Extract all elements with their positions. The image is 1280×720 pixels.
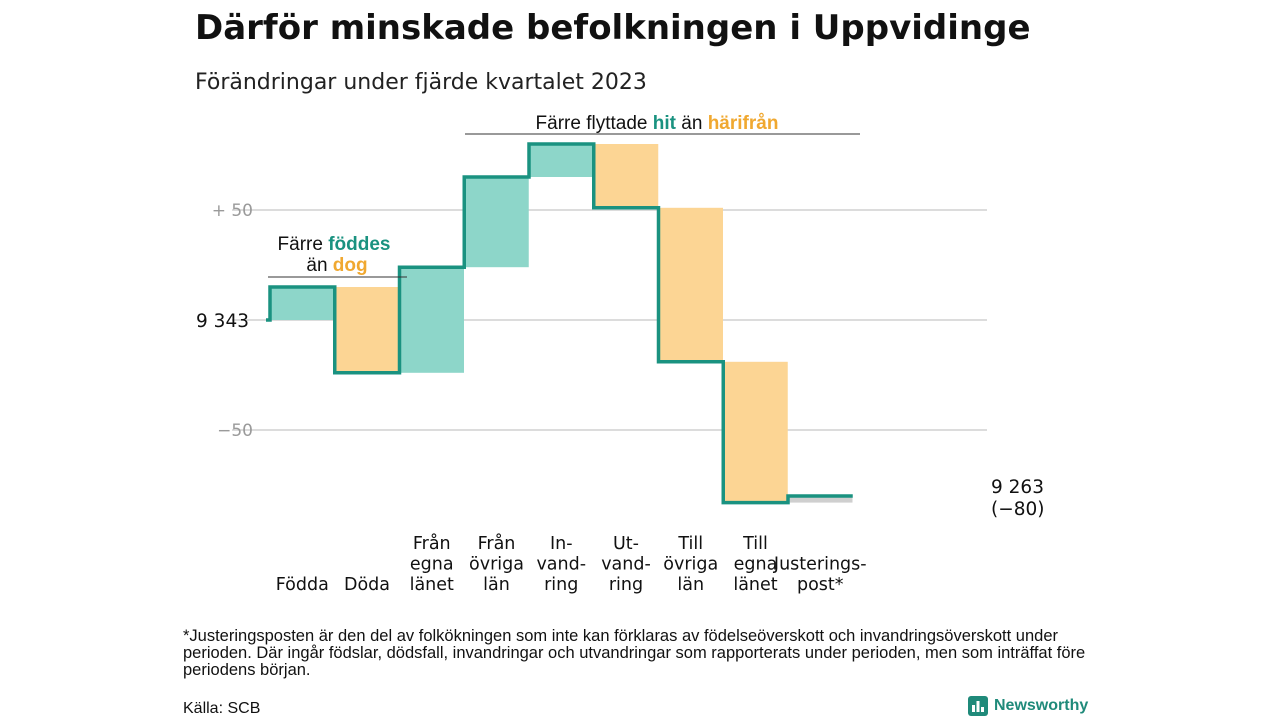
waterfall-chart: + 50 −50 Födda Döda Från egna länet Från övriga… — [196, 113, 1044, 596]
bar-4 — [529, 144, 594, 177]
brand-name: Newsworthy — [994, 697, 1089, 714]
bar-3 — [464, 177, 529, 268]
bar-8 — [788, 496, 853, 503]
category-label: Från övriga län — [469, 533, 524, 595]
births-annotation-line1: Färre föddes — [278, 234, 391, 255]
bar-5 — [593, 144, 659, 208]
category-label: Från egna länet — [410, 533, 454, 595]
end-value-label: 9 263 — [991, 477, 1044, 498]
y-tick-label: −50 — [217, 421, 253, 441]
y-tick-label: + 50 — [212, 201, 253, 221]
migration-annotation: Färre flyttade hit än härifrån — [536, 113, 779, 134]
end-change-label: (−80) — [991, 499, 1044, 520]
bar-7 — [723, 361, 788, 503]
category-label: Till övriga län — [663, 534, 718, 595]
births-annotation-line2: än dog — [306, 255, 367, 276]
brand-logo[interactable]: Newsworthy — [968, 696, 1088, 716]
chart-title: Därför minskade befolkningen i Uppviding… — [195, 8, 1031, 48]
category-label: Till egna länet — [733, 534, 777, 595]
category-label: Justerings-post* — [773, 555, 867, 596]
category-label: Födda — [276, 575, 329, 595]
footnote: *Justeringsposten är den del av folkökni… — [183, 627, 1086, 679]
category-label: In-vand-ring — [536, 534, 586, 595]
bar-1 — [334, 287, 400, 373]
category-label: Döda — [344, 575, 390, 595]
category-label: Ut-vand-ring — [601, 534, 651, 595]
bar-chart-logo-icon — [968, 696, 988, 716]
bar-0 — [270, 287, 335, 320]
bar-6 — [658, 207, 723, 362]
cumulative-step-line — [266, 142, 853, 505]
chart-subtitle: Förändringar under fjärde kvartalet 2023 — [195, 70, 647, 95]
source-label: Källa: SCB — [183, 700, 261, 717]
bar-2 — [399, 267, 464, 373]
start-value-label: 9 343 — [196, 311, 249, 332]
